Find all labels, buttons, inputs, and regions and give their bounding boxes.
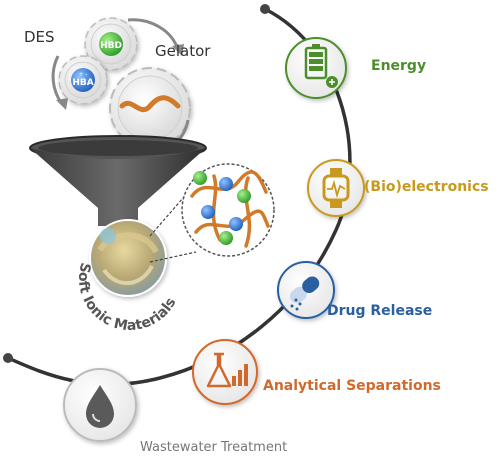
- gelator-chain: [119, 95, 181, 113]
- ion-blue-3: [229, 217, 243, 231]
- zoom-line-bottom: [149, 251, 197, 263]
- cycle-arrow-right: [127, 18, 180, 51]
- product-photo: [89, 219, 167, 297]
- hbd-bubble: [99, 32, 123, 56]
- ion-green-2: [237, 189, 251, 203]
- drug-release-label: Drug Release: [327, 303, 433, 319]
- ion-blue-2: [201, 205, 215, 219]
- analytical-separations-label: Analytical Separations: [263, 378, 441, 394]
- battery-plug-icon: [304, 44, 338, 88]
- ion-blue-1: [219, 177, 233, 191]
- cycle-arrowhead-right: [172, 44, 184, 56]
- hbd-label: HBD: [100, 41, 122, 51]
- curve-end-left: [3, 353, 13, 363]
- network-zoom-circle: [181, 163, 275, 257]
- polymer-chain-4: [243, 176, 252, 248]
- ion-green-1: [193, 171, 207, 185]
- energy-label: Energy: [371, 58, 427, 74]
- funnel-body: [30, 148, 206, 226]
- gelator-label: Gelator: [155, 42, 211, 60]
- polymer-chain-1: [190, 170, 268, 198]
- wastewater-treatment-label: Wastewater Treatment: [140, 440, 288, 455]
- ion-green-3: [219, 231, 233, 245]
- polymer-chain-2: [194, 209, 270, 234]
- hba-bubble: [71, 68, 95, 92]
- des-label: DES: [24, 28, 55, 46]
- hba-charges: + -: [78, 71, 87, 78]
- water-drop-icon: [86, 385, 114, 428]
- bioelectronics-label: (Bio)electronics: [364, 179, 489, 195]
- cycle-arrowhead-left: [56, 98, 68, 110]
- analytical-separations-node: [192, 339, 258, 405]
- flask-chart-icon: [206, 352, 248, 388]
- hba-label: HBA: [72, 78, 93, 88]
- curve-end-top: [260, 4, 270, 14]
- smartwatch-icon: [322, 168, 350, 208]
- funnel-opening: [38, 140, 198, 156]
- capsule-icon: [289, 276, 320, 311]
- polymer-chain-3: [211, 174, 222, 242]
